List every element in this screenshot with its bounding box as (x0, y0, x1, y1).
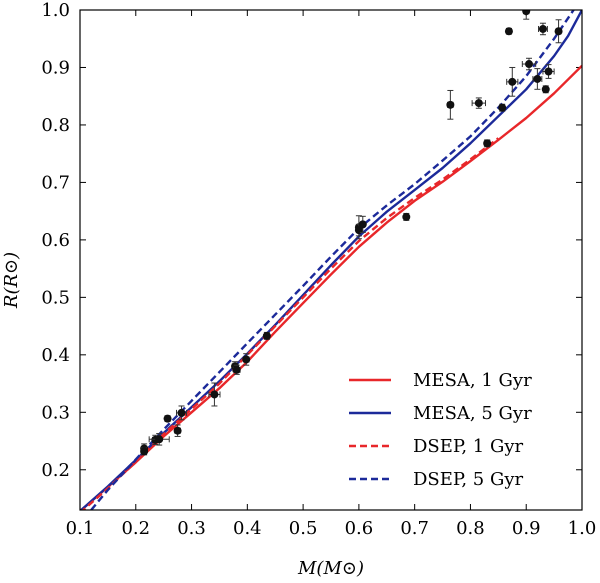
y-axis-label: R(R⊙) (1, 252, 22, 309)
observation-point (140, 447, 149, 456)
y-tick-label: 0.6 (41, 230, 70, 251)
observation-point (173, 424, 182, 437)
observation-point (537, 22, 548, 36)
observation-marker (541, 85, 550, 94)
y-tick-label: 0.3 (41, 402, 70, 423)
observation-marker (173, 426, 182, 435)
observation-marker (446, 100, 455, 109)
observation-marker (483, 139, 492, 148)
x-tick-label: 0.7 (400, 518, 429, 539)
plot-area (80, 10, 582, 510)
y-tick-label: 0.2 (41, 460, 70, 481)
x-tick-label: 0.2 (121, 518, 150, 539)
observation-point (522, 10, 531, 20)
y-tick-label: 0.4 (41, 345, 70, 366)
observation-marker (498, 103, 507, 112)
observation-point (506, 66, 519, 97)
x-tick-label: 0.4 (233, 518, 262, 539)
y-tick-label: 0.8 (41, 115, 70, 136)
observation-marker (402, 212, 411, 221)
observation-marker (533, 74, 542, 83)
observation-point (208, 382, 221, 407)
observation-point (148, 433, 170, 446)
x-tick-label: 0.6 (345, 518, 374, 539)
observation-marker (538, 24, 547, 33)
observation-point (471, 97, 487, 109)
y-tick-label: 0.7 (41, 172, 70, 193)
observation-point (532, 68, 543, 90)
series-line-1 (80, 64, 582, 510)
observation-marker (163, 414, 172, 423)
observation-marker (544, 67, 553, 76)
observation-point (402, 212, 411, 221)
legend-label-1: MESA, 1 Gyr (413, 370, 532, 391)
y-tick-label: 0.5 (41, 287, 70, 308)
x-tick-label: 0.9 (512, 518, 541, 539)
observation-marker (242, 355, 251, 364)
observation-marker (358, 220, 367, 229)
observation-point (262, 331, 271, 340)
observation-point (446, 89, 455, 120)
observation-marker (232, 365, 241, 374)
x-tick-label: 0.3 (177, 518, 206, 539)
y-tick-label: 1.0 (41, 0, 70, 21)
legend-label-3: DSEP, 1 Gyr (413, 436, 524, 457)
x-axis-label: M(M⊙) (297, 558, 364, 579)
legend: MESA, 1 Gyr MESA, 5 Gyr DSEP, 1 Gyr DSEP, 5… (349, 370, 532, 490)
observation-point (521, 57, 537, 71)
x-tick-label: 0.8 (456, 518, 485, 539)
observation-point (175, 405, 188, 421)
observation-marker (525, 60, 534, 69)
observation-point (358, 215, 367, 233)
observation-point (163, 414, 172, 423)
observation-marker (474, 99, 483, 108)
observation-point (483, 139, 492, 148)
observation-marker (508, 77, 517, 86)
y-tick-label: 0.9 (41, 57, 70, 78)
observation-marker (554, 27, 563, 36)
observation-marker (177, 408, 186, 417)
observation-marker (140, 447, 149, 456)
observation-point (504, 27, 513, 36)
observation-point (554, 19, 563, 44)
observation-point (541, 85, 550, 94)
plot-frame (79, 9, 583, 511)
observation-point (242, 353, 251, 366)
legend-label-4: DSEP, 5 Gyr (413, 469, 524, 490)
observation-marker (210, 390, 219, 399)
observation-marker (504, 27, 513, 36)
observation-point (232, 364, 241, 375)
series-line-3 (81, 137, 500, 510)
x-tick-label: 0.1 (66, 518, 95, 539)
x-tick-label: 1.0 (568, 518, 597, 539)
observation-marker (522, 10, 531, 16)
x-tick-label: 0.5 (289, 518, 318, 539)
observation-marker (262, 331, 271, 340)
x-tick-labels: 0.1 0.2 0.3 0.4 0.5 0.6 0.7 0.8 0.9 1.0 (66, 518, 597, 539)
legend-label-2: MESA, 5 Gyr (413, 403, 532, 424)
observation-point (498, 103, 507, 112)
observation-point (542, 64, 555, 79)
observation-marker (155, 435, 164, 444)
y-tick-labels: 0.2 0.3 0.4 0.5 0.6 0.7 0.8 0.9 1.0 (41, 0, 70, 481)
